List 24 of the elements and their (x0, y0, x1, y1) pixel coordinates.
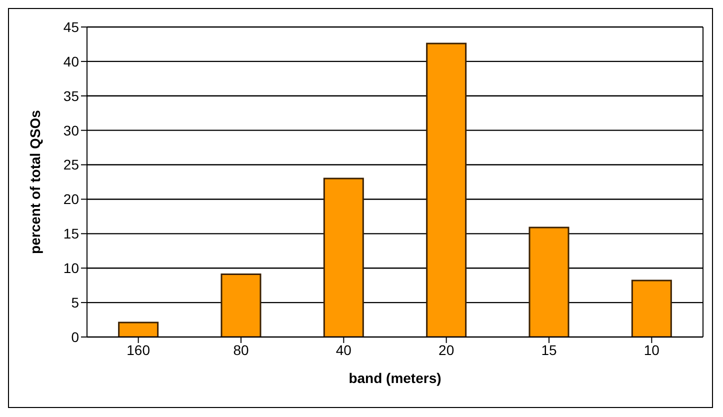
y-tick-label: 25 (63, 156, 80, 173)
bar (323, 178, 364, 337)
y-tick-label: 40 (63, 53, 80, 70)
x-tick-label: 20 (438, 342, 454, 358)
bar (220, 274, 262, 337)
bar (631, 280, 672, 337)
y-tick-label: 45 (63, 18, 80, 35)
y-tick-label: 5 (71, 294, 80, 311)
x-tick-label: 160 (126, 342, 150, 358)
y-tick-label: 15 (63, 226, 80, 242)
y-tick-label: 0 (71, 328, 80, 345)
x-axis-title: band (meters) (348, 370, 442, 386)
y-axis-title: percent of total QSOs (26, 110, 43, 254)
y-tick-label: 30 (63, 122, 80, 138)
y-tick-label: 35 (63, 88, 80, 104)
y-tick-label: 20 (63, 191, 80, 208)
y-tick-label: 10 (63, 260, 80, 276)
bar (426, 42, 467, 337)
x-tick-label: 15 (541, 342, 557, 358)
bar (528, 226, 570, 337)
x-tick-label: 10 (644, 342, 660, 358)
bar (118, 322, 159, 337)
x-tick-label: 80 (233, 342, 249, 358)
x-tick-label: 40 (336, 342, 352, 358)
